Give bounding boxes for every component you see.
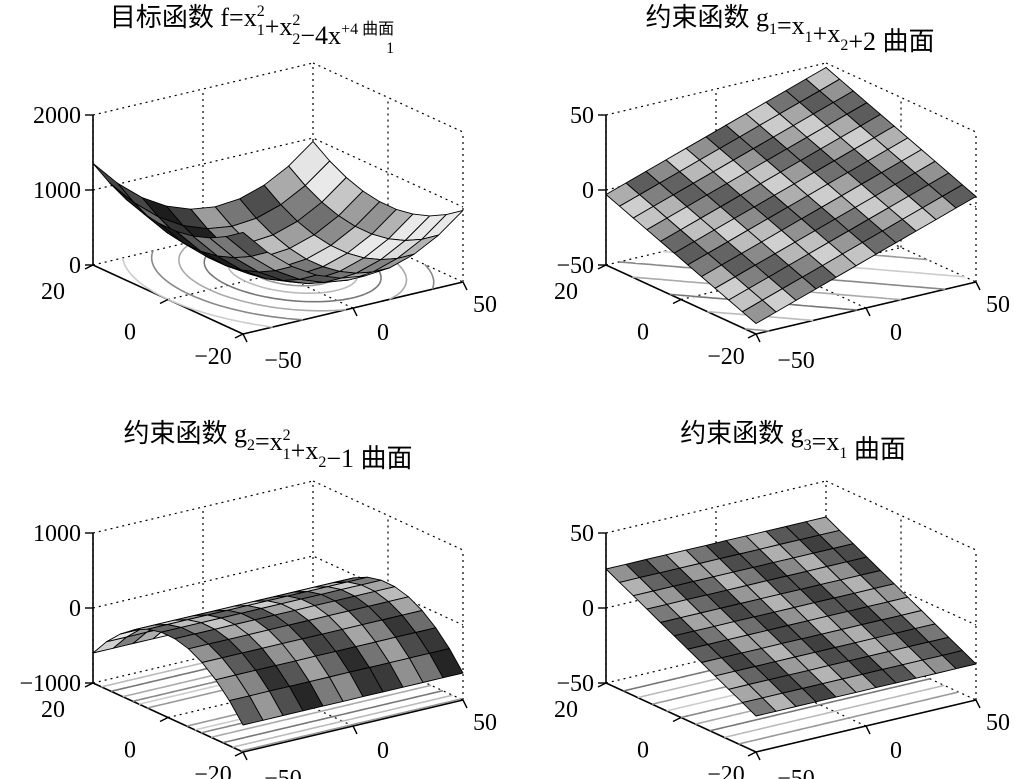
x1-tick-label: 50 [473, 292, 497, 318]
x2-tick-label: −20 [194, 762, 232, 779]
surface [92, 576, 464, 726]
surface [605, 67, 977, 324]
panel-title: 约束函数 g3=x1 曲面 [680, 419, 906, 464]
x1-tick-label: −50 [264, 348, 302, 374]
x1-tick-label: 50 [986, 710, 1010, 736]
x2-tick-label: −20 [194, 344, 232, 370]
z-tick-label: −1000 [19, 671, 81, 697]
ticks: −50 0 50 −50 0 50 −20 0 20 [554, 521, 1010, 779]
x2-tick-label: 20 [554, 279, 578, 305]
z-tick-label: 0 [69, 596, 81, 622]
z-tick-label: −50 [556, 253, 594, 279]
contour-line [738, 691, 959, 745]
z-tick-label: 1000 [33, 521, 81, 547]
surface [605, 516, 977, 717]
z-tick-label: 2000 [33, 103, 81, 129]
x1-tick-label: 50 [473, 710, 497, 736]
x2-tick-label: 0 [637, 320, 649, 346]
panel-title: 约束函数 g2=x2 1+x2−1 曲面 [123, 419, 412, 473]
contour-line [121, 212, 464, 328]
x1-tick-label: −50 [777, 348, 815, 374]
x1-tick-label: 0 [890, 320, 902, 346]
x2-tick-label: 0 [124, 320, 136, 346]
surface-patch [741, 697, 777, 717]
x2-tick-label: 20 [554, 697, 578, 723]
panel-title: 约束函数 g1=x1+x2+2 曲面 [645, 3, 934, 56]
ticks: −50 0 50 −50 0 50 −20 0 20 [554, 103, 1010, 374]
surface-patch [741, 299, 777, 324]
panel-2: 约束函数 g1=x1+x2+2 曲面 −50 0 50 −50 0 50 −20 0 20 [554, 3, 1010, 374]
x1-tick-label: −50 [777, 766, 815, 779]
surface-patch [225, 231, 268, 257]
z-tick-label: 0 [69, 253, 81, 279]
x2-tick-label: 0 [124, 738, 136, 764]
x1-tick-label: 0 [890, 738, 902, 764]
z-tick-label: −50 [556, 671, 594, 697]
z-tick-label: 0 [582, 596, 594, 622]
panel-4: 约束函数 g3=x1 曲面 −50 0 50 −50 0 50 −20 0 20 [554, 419, 1010, 779]
panel-title: 目标函数 f=x2 1+x2 2−4x+4 曲面 1 [110, 3, 394, 57]
panel-3: 约束函数 g2=x2 1+x2−1 曲面 −1000 0 1000 −50 0 50 −20 0 2… [19, 419, 497, 779]
contour-line [709, 678, 930, 732]
x2-tick-label: 0 [637, 738, 649, 764]
surface-patch [92, 162, 135, 204]
z-tick-label: 50 [570, 103, 594, 129]
contour-line [724, 684, 945, 739]
surface [92, 140, 464, 285]
ticks: −1000 0 1000 −50 0 50 −20 0 20 [19, 521, 497, 779]
z-tick-label: 1000 [33, 178, 81, 204]
x1-tick-label: 50 [986, 292, 1010, 318]
z-tick-label: 50 [570, 521, 594, 547]
contour-line [744, 328, 770, 332]
x2-tick-label: −20 [707, 344, 745, 370]
panel-1: 目标函数 f=x2 1+x2 2−4x+4 曲面 1 0 1000 2000 −50 0 50 −2… [33, 3, 497, 374]
x1-tick-label: 0 [377, 738, 389, 764]
x2-tick-label: 20 [41, 697, 65, 723]
x1-tick-label: −50 [264, 766, 302, 779]
x1-tick-label: 0 [377, 320, 389, 346]
surface-patch [116, 182, 160, 218]
z-tick-label: 0 [582, 178, 594, 204]
x2-tick-label: 20 [41, 279, 65, 305]
surface-patch [228, 695, 264, 726]
x2-tick-label: −20 [707, 762, 745, 779]
contour-line [240, 698, 462, 752]
